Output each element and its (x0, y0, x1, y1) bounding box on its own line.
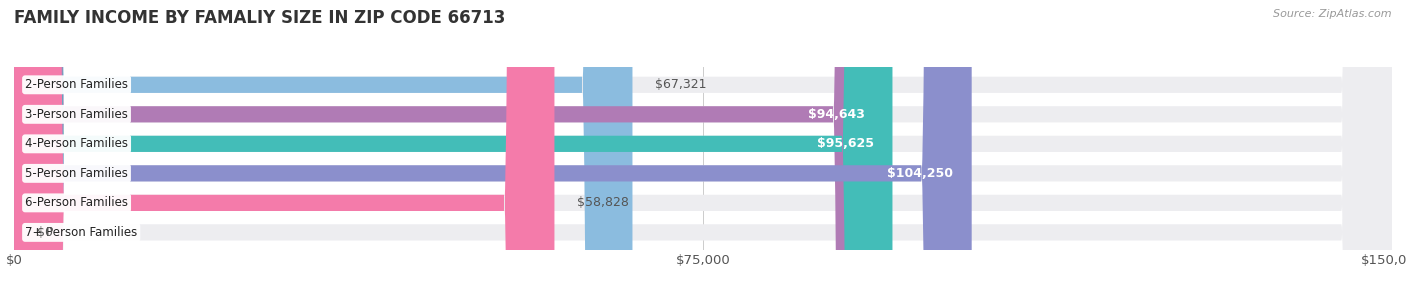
Text: 7+ Person Families: 7+ Person Families (25, 226, 138, 239)
FancyBboxPatch shape (14, 0, 972, 305)
Text: $94,643: $94,643 (808, 108, 865, 121)
FancyBboxPatch shape (14, 0, 554, 305)
FancyBboxPatch shape (14, 0, 1392, 305)
FancyBboxPatch shape (14, 0, 1392, 305)
Text: $0: $0 (37, 226, 53, 239)
Text: $95,625: $95,625 (817, 137, 875, 150)
FancyBboxPatch shape (14, 0, 1392, 305)
Text: 4-Person Families: 4-Person Families (25, 137, 128, 150)
Text: 5-Person Families: 5-Person Families (25, 167, 128, 180)
Text: 6-Person Families: 6-Person Families (25, 196, 128, 209)
Text: 2-Person Families: 2-Person Families (25, 78, 128, 91)
FancyBboxPatch shape (14, 0, 1392, 305)
FancyBboxPatch shape (14, 0, 633, 305)
Text: $58,828: $58,828 (578, 196, 630, 209)
FancyBboxPatch shape (14, 0, 1392, 305)
Text: $104,250: $104,250 (887, 167, 953, 180)
Text: $67,321: $67,321 (655, 78, 707, 91)
Text: 3-Person Families: 3-Person Families (25, 108, 128, 121)
Text: Source: ZipAtlas.com: Source: ZipAtlas.com (1274, 9, 1392, 19)
FancyBboxPatch shape (14, 0, 893, 305)
Text: FAMILY INCOME BY FAMALIY SIZE IN ZIP CODE 66713: FAMILY INCOME BY FAMALIY SIZE IN ZIP COD… (14, 9, 505, 27)
FancyBboxPatch shape (14, 0, 1392, 305)
FancyBboxPatch shape (14, 0, 883, 305)
